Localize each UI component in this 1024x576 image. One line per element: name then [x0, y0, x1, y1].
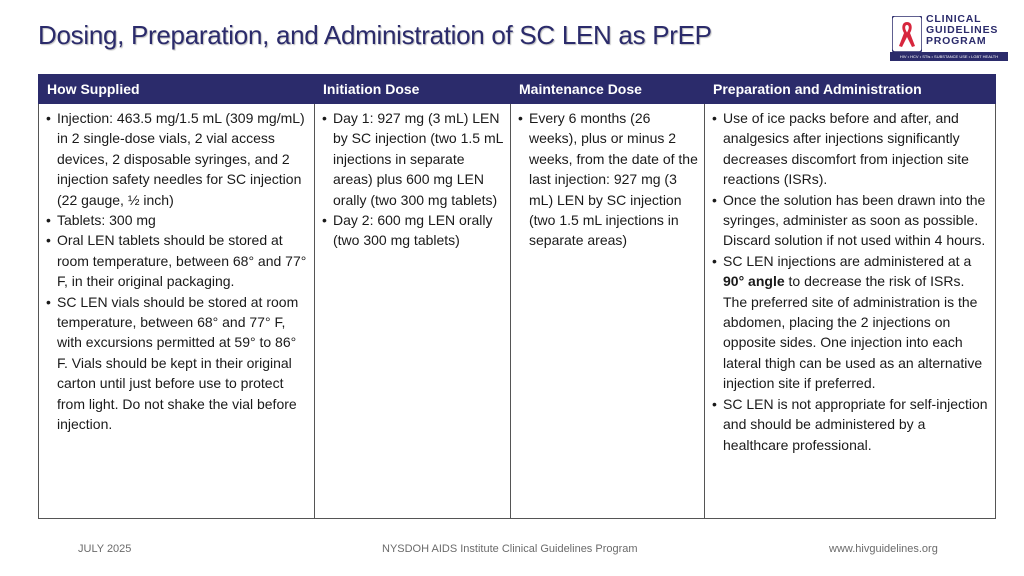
- maintenance-dose-list: Every 6 months (26 weeks), plus or minus…: [517, 108, 698, 251]
- dosing-table: How Supplied Initiation Dose Maintenance…: [38, 74, 996, 519]
- header-preparation-administration: Preparation and Administration: [704, 74, 996, 104]
- footer-website: www.hivguidelines.org: [829, 543, 938, 555]
- red-ribbon-icon: [892, 16, 922, 52]
- angle-text-pre: SC LEN injections are administered at a: [723, 252, 972, 269]
- header-maintenance-dose: Maintenance Dose: [510, 74, 705, 104]
- list-item: SC LEN injections are administered at a …: [712, 251, 989, 394]
- list-item: Use of ice packs before and after, and a…: [712, 108, 989, 190]
- logo-wordmark: CLINICAL GUIDELINES PROGRAM: [926, 13, 999, 47]
- preparation-administration-list: Use of ice packs before and after, and a…: [711, 108, 989, 455]
- angle-emphasis: 90° angle: [723, 273, 785, 290]
- logo-tagline: HIV • HCV • STIs • SUBSTANCE USE • LGBT …: [890, 52, 1008, 61]
- list-item: Every 6 months (26 weeks), plus or minus…: [518, 108, 698, 251]
- header-how-supplied: How Supplied: [38, 74, 315, 104]
- footer-organization: NYSDOH AIDS Institute Clinical Guideline…: [382, 543, 638, 555]
- list-item: Injection: 463.5 mg/1.5 mL (309 mg/mL) i…: [46, 108, 308, 210]
- page-title: Dosing, Preparation, and Administration …: [38, 20, 712, 50]
- list-item: SC LEN is not appropriate for self-injec…: [712, 394, 989, 455]
- clinical-guidelines-logo: CLINICAL GUIDELINES PROGRAM HIV • HCV • …: [890, 14, 1008, 64]
- how-supplied-list: Injection: 463.5 mg/1.5 mL (309 mg/mL) i…: [45, 108, 308, 435]
- list-item: Day 2: 600 mg LEN orally (two 300 mg tab…: [322, 210, 504, 251]
- table-header-row: How Supplied Initiation Dose Maintenance…: [38, 74, 996, 104]
- table-row: Injection: 463.5 mg/1.5 mL (309 mg/mL) i…: [38, 103, 996, 519]
- list-item: Once the solution has been drawn into th…: [712, 190, 989, 251]
- list-item: SC LEN vials should be stored at room te…: [46, 292, 308, 435]
- angle-text-post: to decrease the risk of ISRs. The prefer…: [723, 273, 983, 392]
- list-item: Day 1: 927 mg (3 mL) LEN by SC injection…: [322, 108, 504, 210]
- cell-initiation-dose: Day 1: 927 mg (3 mL) LEN by SC injection…: [314, 103, 511, 519]
- cell-maintenance-dose: Every 6 months (26 weeks), plus or minus…: [510, 103, 705, 519]
- list-item: Tablets: 300 mg: [46, 210, 308, 231]
- cell-preparation-administration: Use of ice packs before and after, and a…: [704, 103, 996, 519]
- cell-how-supplied: Injection: 463.5 mg/1.5 mL (309 mg/mL) i…: [38, 103, 315, 519]
- header-initiation-dose: Initiation Dose: [314, 74, 511, 104]
- footer-date: JULY 2025: [78, 543, 132, 555]
- list-item: Oral LEN tablets should be stored at roo…: [46, 230, 308, 291]
- initiation-dose-list: Day 1: 927 mg (3 mL) LEN by SC injection…: [321, 108, 504, 251]
